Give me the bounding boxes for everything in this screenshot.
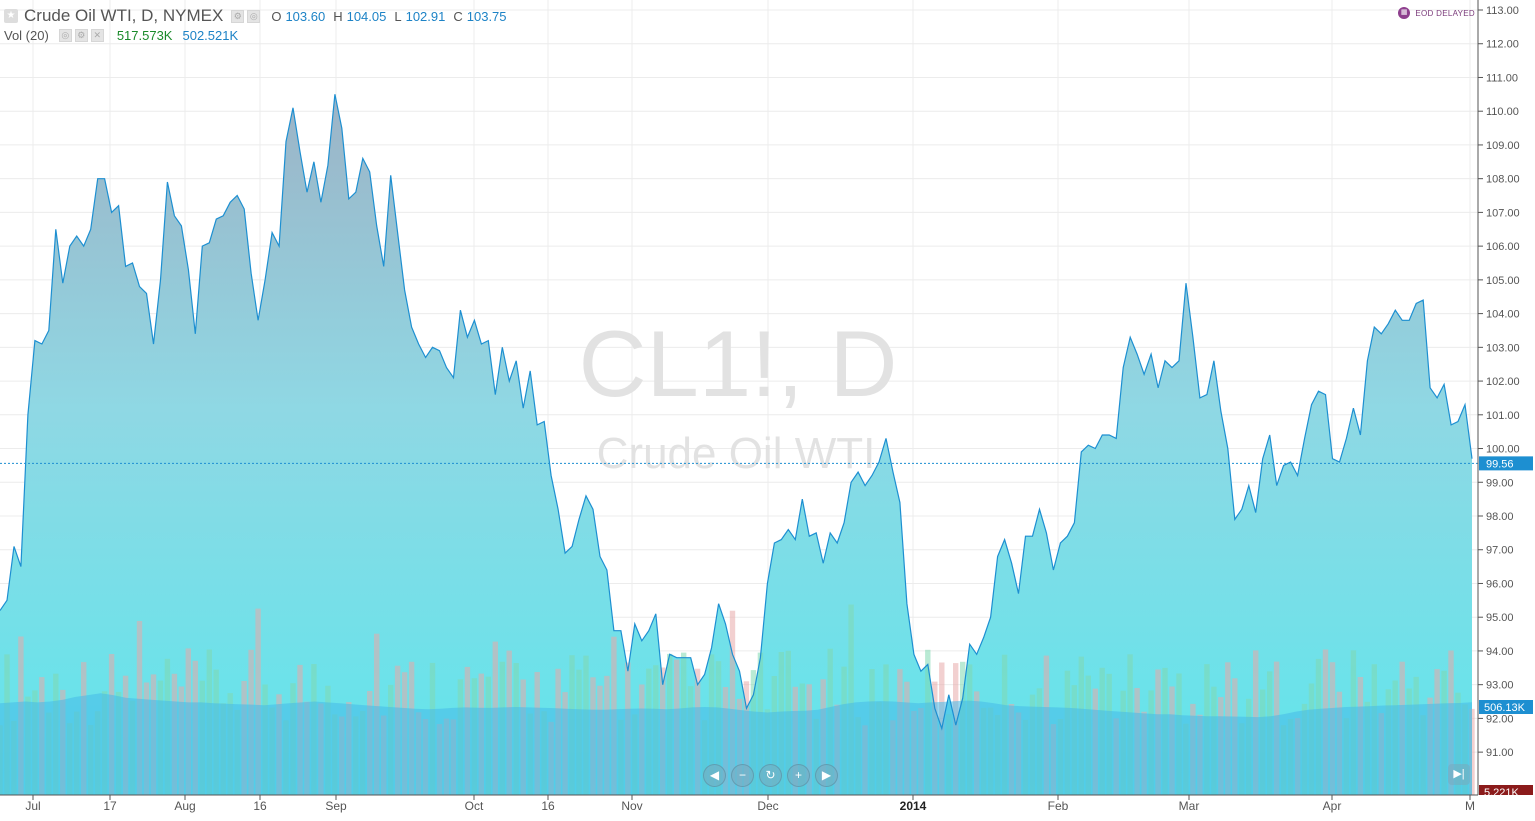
price-line — [0, 94, 1473, 731]
ohlc-key-o: O — [271, 8, 282, 24]
price-tick-label: 105.00 — [1486, 275, 1520, 287]
price-tick-label: 91.00 — [1486, 747, 1514, 759]
close-icon[interactable]: ✕ — [90, 29, 104, 42]
price-tick-label: 100.00 — [1486, 444, 1520, 456]
settings-icon[interactable]: ⚙ — [74, 29, 88, 42]
time-tick-label: Mar — [1179, 799, 1200, 813]
volume-ma-value: 502.521K — [182, 28, 239, 43]
volume-indicator-label: Vol (20) — [4, 28, 49, 43]
time-tick-label: 16 — [541, 799, 555, 813]
volume-ma-tag — [1479, 700, 1533, 714]
time-tick-label: Oct — [465, 799, 484, 813]
time-tick-label: Sep — [325, 799, 347, 813]
zoom-out-button[interactable]: − — [731, 764, 754, 787]
volume-last-tag — [1479, 785, 1533, 795]
price-tick-label: 107.00 — [1486, 207, 1520, 219]
price-ticks: 113.00 112.00 111.00 110.00 109.00 108.00 107.… — [1478, 5, 1520, 759]
price-tick-label: 92.00 — [1486, 713, 1514, 725]
ohlc-key-c: C — [453, 8, 463, 24]
settings-icon[interactable]: ⚙ — [231, 9, 245, 23]
price-axis-background — [1478, 0, 1535, 795]
current-price-tag — [1479, 456, 1533, 471]
volume-ma-area — [0, 693, 1472, 795]
price-tick-label: 101.00 — [1486, 410, 1520, 422]
time-axis-background — [0, 795, 1535, 816]
ohlc-key-h: H — [333, 8, 343, 24]
price-tick-label: 109.00 — [1486, 140, 1520, 152]
volume-ma-label: 506.13K — [1484, 702, 1526, 714]
price-tick-label: 113.00 — [1486, 5, 1519, 17]
price-tick-label: 94.00 — [1486, 646, 1514, 658]
price-tick-label: 110.00 — [1486, 106, 1519, 118]
symbol-watermark: CL1!, D Crude Oil WTI — [579, 311, 898, 478]
time-ticks: Jul 17 Aug 16 Sep Oct 16 Nov Dec 2014 Feb Mar Apr M — [25, 795, 1475, 813]
ohlc-value-o: 103.60 — [285, 8, 326, 24]
eod-delayed-badge[interactable]: ▦ EOD DELAYED — [1398, 7, 1475, 19]
volume-value: 517.573K — [116, 28, 173, 43]
price-tick-label: 102.00 — [1486, 376, 1520, 388]
ohlc-value-h: 104.05 — [346, 8, 387, 24]
price-tick-label: 104.00 — [1486, 309, 1520, 321]
watermark-symbol: CL1!, D — [579, 311, 898, 416]
eod-label: EOD DELAYED — [1415, 8, 1475, 18]
chart-navigation: ◀ − ↻ + ▶ — [703, 764, 843, 787]
price-area — [0, 94, 1472, 796]
price-tick-label: 95.00 — [1486, 612, 1514, 624]
symbol-title: Crude Oil WTI, D, NYMEX — [24, 6, 224, 25]
favorite-star-icon[interactable]: ★ — [4, 9, 18, 23]
calendar-icon: ▦ — [1398, 7, 1411, 19]
scroll-right-button[interactable]: ▶ — [815, 764, 838, 787]
time-axis[interactable]: Jul 17 Aug 16 Sep Oct 16 Nov Dec 2014 Feb Mar Apr M — [0, 794, 1535, 816]
scroll-to-realtime-button[interactable]: ▶| — [1448, 764, 1470, 785]
time-tick-label: Nov — [621, 799, 642, 813]
time-tick-label: Jul — [25, 799, 40, 813]
ohlc-values: O 103.60 H 104.05 L 102.91 C 103.75 — [263, 9, 506, 24]
ohlc-key-l: L — [394, 8, 402, 24]
price-tick-label: 106.00 — [1486, 241, 1520, 253]
price-tick-label: 97.00 — [1486, 545, 1514, 557]
price-axis[interactable]: 113.00 112.00 111.00 110.00 109.00 108.00 107.… — [1477, 0, 1535, 799]
volume-bar — [848, 604, 854, 795]
current-price-label: 99.56 — [1486, 458, 1514, 470]
reset-chart-button[interactable]: ↻ — [759, 764, 782, 787]
volume-bar — [255, 608, 261, 795]
watermark-name: Crude Oil WTI — [597, 429, 876, 478]
price-tick-label: 103.00 — [1486, 342, 1520, 354]
volume-bar — [729, 610, 736, 795]
time-tick-label: Aug — [174, 799, 195, 813]
volume-legend: Vol (20) ◎ ⚙ ✕ 517.573K 502.521K — [4, 28, 238, 43]
time-tick-label: Apr — [1323, 799, 1342, 813]
visibility-icon[interactable]: ◎ — [58, 29, 72, 42]
price-tick-label: 108.00 — [1486, 174, 1520, 186]
ohlc-value-l: 102.91 — [405, 8, 446, 24]
symbol-legend: ★ Crude Oil WTI, D, NYMEX ⚙ ◎ O 103.60 H 10… — [4, 6, 507, 26]
price-tick-label: 93.00 — [1486, 680, 1514, 692]
zoom-in-button[interactable]: + — [787, 764, 810, 787]
hide-icon[interactable]: ◎ — [247, 9, 261, 23]
price-tick-label: 111.00 — [1486, 72, 1518, 84]
scroll-left-button[interactable]: ◀ — [703, 764, 726, 787]
time-tick-label: Dec — [757, 799, 778, 813]
price-tick-label: 98.00 — [1486, 511, 1514, 523]
time-tick-label: 16 — [253, 799, 267, 813]
time-tick-label: 2014 — [900, 799, 927, 813]
time-tick-label: 17 — [103, 799, 117, 813]
price-tick-label: 96.00 — [1486, 578, 1514, 590]
time-tick-label: M — [1465, 799, 1475, 813]
price-tick-label: 112.00 — [1486, 39, 1519, 51]
price-tick-label: 99.00 — [1486, 477, 1514, 489]
ohlc-value-c: 103.75 — [466, 8, 507, 24]
time-tick-label: Feb — [1048, 799, 1069, 813]
